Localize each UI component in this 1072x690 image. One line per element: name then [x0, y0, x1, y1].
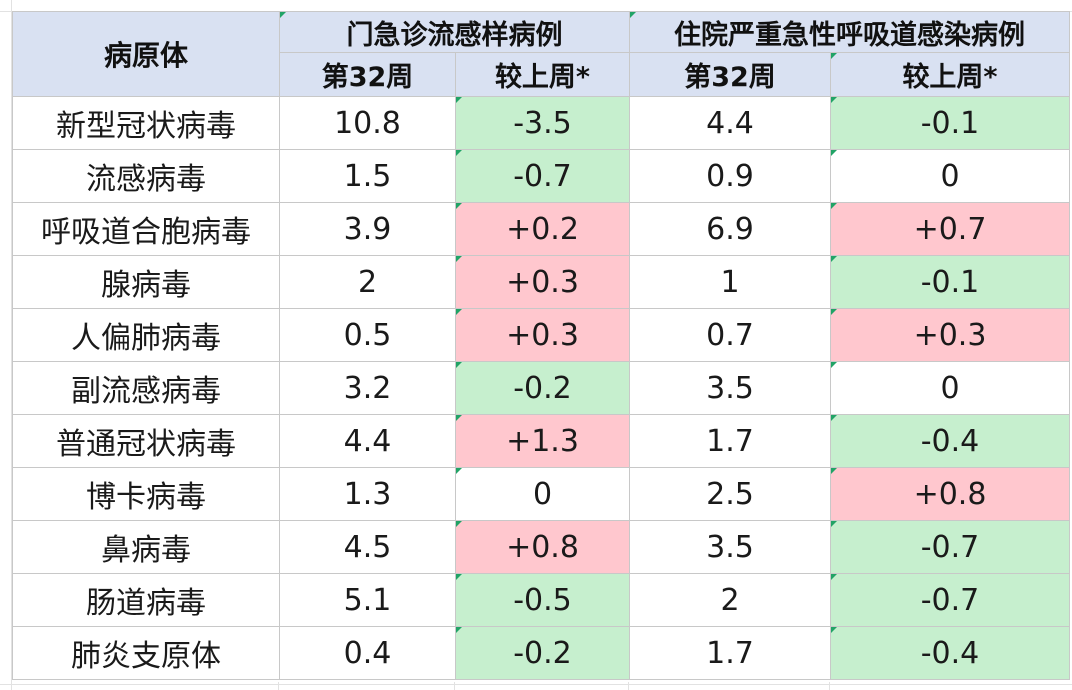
inpatient-value-cell[interactable]: 0.7: [629, 308, 831, 362]
cell-marker-icon: [456, 97, 462, 103]
outpatient-value-cell[interactable]: 1.5: [279, 149, 456, 203]
inpatient-change-cell[interactable]: -0.7: [830, 520, 1070, 574]
inpatient-value-cell[interactable]: 0.9: [629, 149, 831, 203]
outpatient-change-cell[interactable]: -0.5: [455, 573, 630, 627]
outpatient-value-cell[interactable]: 5.1: [279, 573, 456, 627]
cell-marker-icon: [831, 362, 837, 368]
pathogen-column-header[interactable]: 病原体: [12, 11, 280, 97]
cell-marker-icon: [280, 12, 286, 18]
inpatient-value-cell[interactable]: 6.9: [629, 202, 831, 256]
outpatient-value-cell[interactable]: 1.3: [279, 467, 456, 521]
table-row: 博卡病毒 1.3 0 2.5 +0.8: [12, 467, 1070, 521]
cell-marker-icon: [831, 256, 837, 262]
cell-marker-icon: [456, 574, 462, 580]
outpatient-change-cell[interactable]: +1.3: [455, 414, 630, 468]
cell-marker-icon: [831, 574, 837, 580]
pathogen-name-cell[interactable]: 鼻病毒: [12, 520, 280, 574]
pathogen-name-cell[interactable]: 流感病毒: [12, 149, 280, 203]
outpatient-change-cell[interactable]: +0.3: [455, 255, 630, 309]
inpatient-change-cell[interactable]: -0.1: [830, 255, 1070, 309]
pathogen-name-cell[interactable]: 腺病毒: [12, 255, 280, 309]
table-row: 肺炎支原体 0.4 -0.2 1.7 -0.4: [12, 626, 1070, 680]
outpatient-change-cell[interactable]: -3.5: [455, 96, 630, 150]
outpatient-change-cell[interactable]: 0: [455, 467, 630, 521]
inpatient-change-cell[interactable]: 0: [830, 149, 1070, 203]
cell-marker-icon: [456, 415, 462, 421]
inpatient-value-cell[interactable]: 4.4: [629, 96, 831, 150]
pathogen-name-cell[interactable]: 普通冠状病毒: [12, 414, 280, 468]
outpatient-group-header[interactable]: 门急诊流感样病例: [279, 11, 630, 53]
outpatient-change-cell[interactable]: -0.7: [455, 149, 630, 203]
pathogen-name-cell[interactable]: 人偏肺病毒: [12, 308, 280, 362]
table-row: 肠道病毒 5.1 -0.5 2 -0.7: [12, 573, 1070, 627]
inpatient-value-cell[interactable]: 1.7: [629, 626, 831, 680]
table-row: 鼻病毒 4.5 +0.8 3.5 -0.7: [12, 520, 1070, 574]
table-row: 呼吸道合胞病毒 3.9 +0.2 6.9 +0.7: [12, 202, 1070, 256]
pathogen-name-cell[interactable]: 副流感病毒: [12, 361, 280, 415]
outpatient-value-cell[interactable]: 3.2: [279, 361, 456, 415]
outpatient-value-cell[interactable]: 2: [279, 255, 456, 309]
inpatient-value-cell[interactable]: 1: [629, 255, 831, 309]
cell-marker-icon: [456, 362, 462, 368]
pathogen-name-cell[interactable]: 肺炎支原体: [12, 626, 280, 680]
table-row: 新型冠状病毒 10.8 -3.5 4.4 -0.1: [12, 96, 1070, 150]
inpatient-change-cell[interactable]: +0.7: [830, 202, 1070, 256]
inpatient-change-cell[interactable]: -0.7: [830, 573, 1070, 627]
outpatient-change-cell[interactable]: +0.8: [455, 520, 630, 574]
inpatient-week-header[interactable]: 第32周: [629, 52, 831, 97]
cell-marker-icon: [456, 309, 462, 315]
outpatient-change-cell[interactable]: +0.3: [455, 308, 630, 362]
outpatient-value-cell[interactable]: 10.8: [279, 96, 456, 150]
cell-marker-icon: [831, 627, 837, 633]
cell-marker-icon: [456, 627, 462, 633]
cell-marker-icon: [456, 256, 462, 262]
cell-marker-icon: [831, 97, 837, 103]
cell-marker-icon: [456, 521, 462, 527]
outpatient-value-cell[interactable]: 0.4: [279, 626, 456, 680]
cell-marker-icon: [456, 468, 462, 474]
outpatient-value-cell[interactable]: 3.9: [279, 202, 456, 256]
outpatient-change-cell[interactable]: +0.2: [455, 202, 630, 256]
cell-marker-icon: [831, 150, 837, 156]
inpatient-change-cell[interactable]: -0.4: [830, 626, 1070, 680]
inpatient-change-cell[interactable]: -0.4: [830, 414, 1070, 468]
pathogen-name-cell[interactable]: 肠道病毒: [12, 573, 280, 627]
outpatient-value-cell[interactable]: 0.5: [279, 308, 456, 362]
outpatient-value-cell[interactable]: 4.4: [279, 414, 456, 468]
pathogen-name-cell[interactable]: 呼吸道合胞病毒: [12, 202, 280, 256]
inpatient-change-cell[interactable]: +0.8: [830, 467, 1070, 521]
outpatient-change-cell[interactable]: -0.2: [455, 626, 630, 680]
cell-marker-icon: [630, 12, 636, 18]
table-row: 流感病毒 1.5 -0.7 0.9 0: [12, 149, 1070, 203]
inpatient-change-cell[interactable]: +0.3: [830, 308, 1070, 362]
outpatient-value-cell[interactable]: 4.5: [279, 520, 456, 574]
inpatient-change-cell[interactable]: 0: [830, 361, 1070, 415]
cell-marker-icon: [456, 150, 462, 156]
outpatient-change-cell[interactable]: -0.2: [455, 361, 630, 415]
pathogen-name-cell[interactable]: 新型冠状病毒: [12, 96, 280, 150]
cell-marker-icon: [831, 309, 837, 315]
inpatient-value-cell[interactable]: 2.5: [629, 467, 831, 521]
outpatient-week-header[interactable]: 第32周: [279, 52, 456, 97]
inpatient-change-cell[interactable]: -0.1: [830, 96, 1070, 150]
table-row: 普通冠状病毒 4.4 +1.3 1.7 -0.4: [12, 414, 1070, 468]
table-row: 人偏肺病毒 0.5 +0.3 0.7 +0.3: [12, 308, 1070, 362]
inpatient-value-cell[interactable]: 2: [629, 573, 831, 627]
inpatient-value-cell[interactable]: 3.5: [629, 520, 831, 574]
inpatient-group-header[interactable]: 住院严重急性呼吸道感染病例: [629, 11, 1070, 53]
inpatient-value-cell[interactable]: 1.7: [629, 414, 831, 468]
inpatient-change-header[interactable]: 较上周*: [830, 52, 1070, 97]
table-row: 腺病毒 2 +0.3 1 -0.1: [12, 255, 1070, 309]
cell-marker-icon: [831, 203, 837, 209]
cell-marker-icon: [456, 203, 462, 209]
cell-marker-icon: [831, 415, 837, 421]
outpatient-change-header[interactable]: 较上周*: [455, 52, 630, 97]
cell-marker-icon: [831, 468, 837, 474]
table-row: 副流感病毒 3.2 -0.2 3.5 0: [12, 361, 1070, 415]
cell-marker-icon: [831, 53, 837, 59]
pathogen-positivity-table: 病原体 门急诊流感样病例 住院严重急性呼吸道感染病例 第32周 较上周* 第32…: [12, 11, 1070, 680]
pathogen-name-cell[interactable]: 博卡病毒: [12, 467, 280, 521]
inpatient-value-cell[interactable]: 3.5: [629, 361, 831, 415]
cell-marker-icon: [831, 521, 837, 527]
